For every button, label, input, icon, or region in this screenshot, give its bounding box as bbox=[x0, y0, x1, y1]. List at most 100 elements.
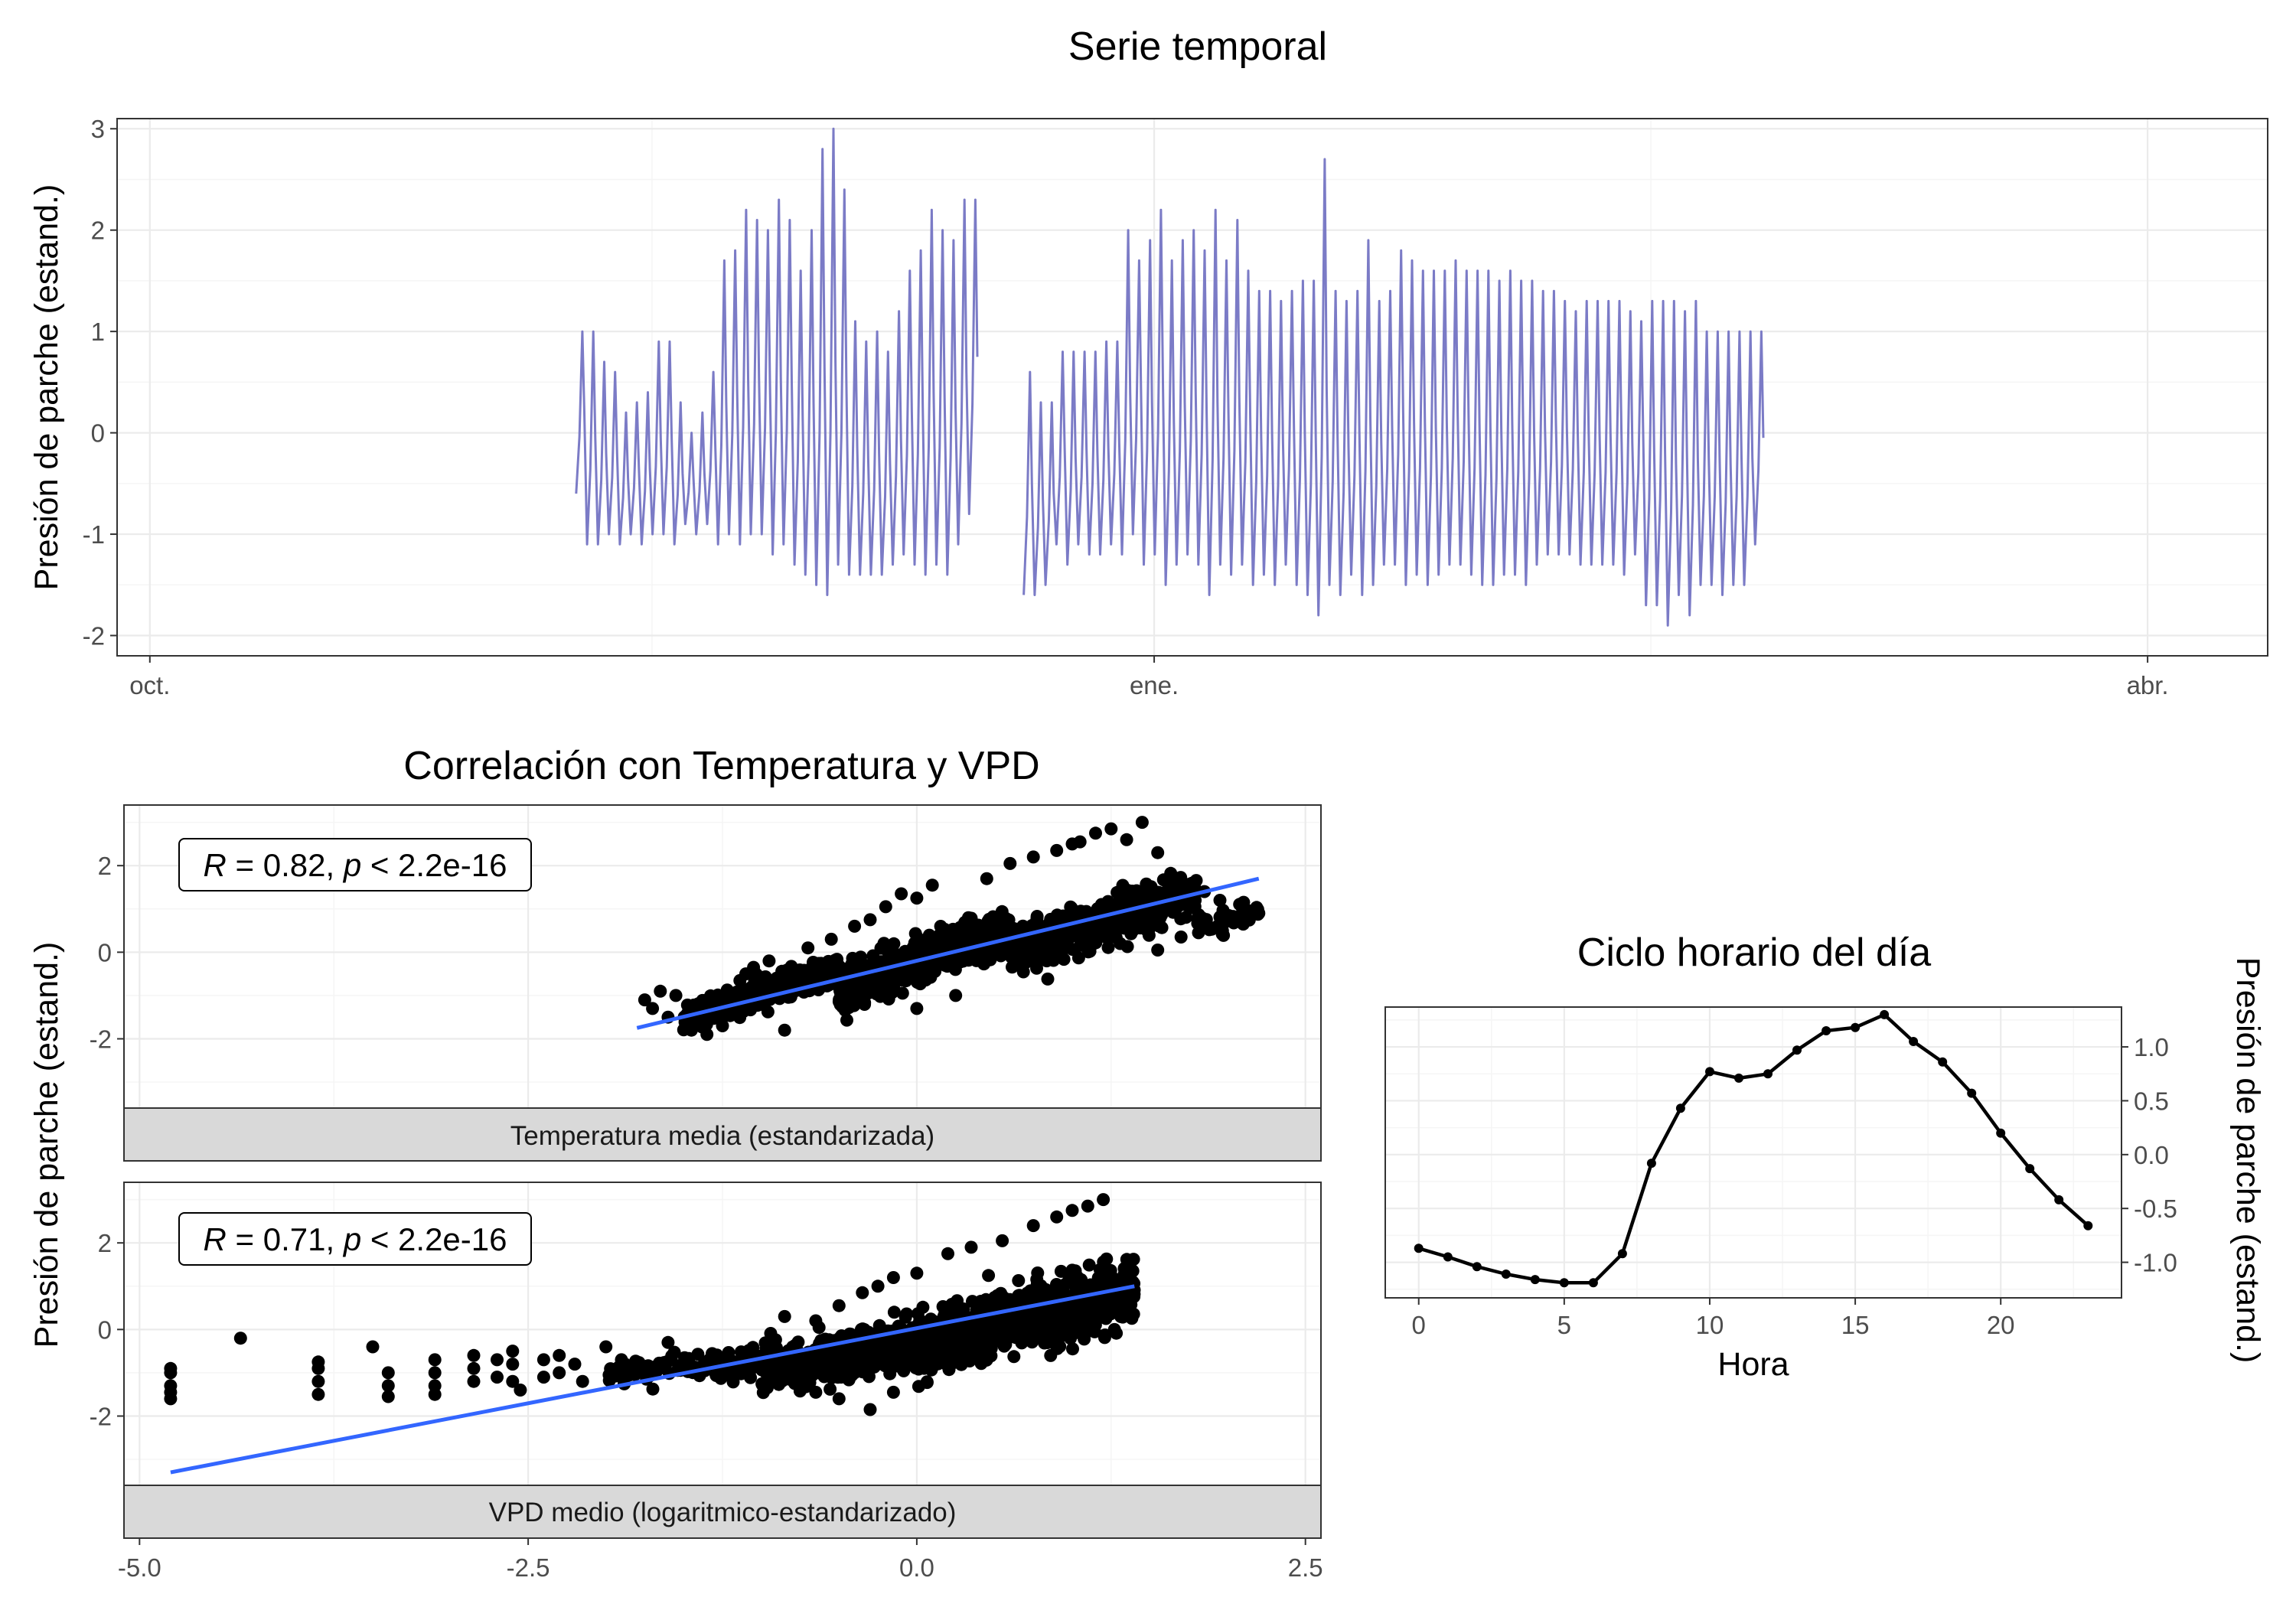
facet-temperature-annotation: R = 0.82, p < 2.2e-16 bbox=[178, 838, 532, 892]
scatter-point bbox=[912, 1362, 925, 1376]
hourly-point bbox=[1763, 1069, 1773, 1079]
scatter-point bbox=[1140, 877, 1153, 891]
facet-temperature-strip bbox=[123, 1107, 1322, 1162]
hourly-point bbox=[1851, 1022, 1861, 1032]
scatter-point bbox=[1192, 926, 1205, 940]
scatter-point bbox=[1151, 944, 1165, 957]
scatter-point bbox=[716, 1019, 729, 1032]
x-tick-label: ene. bbox=[1130, 671, 1179, 699]
scatter-point bbox=[858, 998, 872, 1011]
scatter-point bbox=[618, 1367, 632, 1380]
scatter-point bbox=[1156, 873, 1170, 887]
correlation-chart: Correlación con Temperatura y VPD R = 0.… bbox=[28, 744, 1323, 1582]
scatter-point bbox=[1089, 826, 1102, 840]
hourly-point bbox=[1588, 1278, 1598, 1288]
scatter-point bbox=[967, 931, 980, 945]
scatter-point bbox=[628, 1367, 642, 1381]
scatter-point bbox=[762, 954, 776, 968]
scatter-point bbox=[832, 1366, 846, 1379]
scatter-point bbox=[467, 1374, 481, 1388]
scatter-point bbox=[1133, 921, 1147, 935]
hourly-point bbox=[1559, 1278, 1569, 1288]
scatter-point bbox=[961, 953, 975, 967]
scatter-point bbox=[1044, 1348, 1058, 1362]
scatter-point bbox=[1073, 835, 1087, 849]
x-tick-label: 2.5 bbox=[1288, 1553, 1323, 1582]
scatter-point bbox=[1032, 931, 1045, 945]
scatter-point bbox=[1107, 915, 1120, 929]
hourly-point bbox=[1821, 1026, 1831, 1035]
scatter-point bbox=[1073, 1283, 1087, 1296]
scatter-point bbox=[1127, 1307, 1140, 1321]
scatter-point bbox=[467, 1348, 481, 1362]
hourly-point bbox=[1705, 1067, 1714, 1077]
scatter-point bbox=[809, 1314, 823, 1328]
scatter-point bbox=[985, 924, 998, 937]
scatter-point bbox=[1027, 941, 1041, 955]
hourly-cycle-x-axis-title: Hora bbox=[1717, 1346, 1789, 1383]
x-tick-label: 20 bbox=[1987, 1311, 2015, 1339]
scatter-point bbox=[973, 1352, 987, 1366]
scatter-point bbox=[1083, 944, 1097, 958]
scatter-point bbox=[840, 1013, 853, 1027]
scatter-point bbox=[1236, 918, 1250, 931]
y-tick-label: 3 bbox=[91, 115, 105, 143]
scatter-point bbox=[602, 1368, 616, 1382]
scatter-point bbox=[895, 986, 909, 1000]
scatter-point bbox=[954, 1358, 968, 1371]
hourly-point bbox=[1646, 1159, 1656, 1169]
scatter-point bbox=[1202, 923, 1216, 937]
scatter-point bbox=[871, 1279, 885, 1293]
x-tick-label: 5 bbox=[1557, 1311, 1571, 1339]
x-tick-label: -2.5 bbox=[507, 1553, 550, 1582]
hourly-point bbox=[1996, 1128, 2006, 1138]
scatter-point bbox=[938, 923, 951, 936]
facet-vpd: R = 0.71, p < 2.2e-16 -2 0 2 VPD medio (lo… bbox=[90, 1182, 1322, 1539]
scatter-point bbox=[919, 973, 933, 987]
scatter-point bbox=[968, 1317, 982, 1331]
y-tick-label: -2 bbox=[83, 622, 105, 650]
scatter-point bbox=[1114, 898, 1127, 911]
scatter-point bbox=[762, 1374, 775, 1387]
hourly-point bbox=[1734, 1073, 1743, 1083]
scatter-point bbox=[982, 1269, 996, 1283]
scatter-point bbox=[1179, 911, 1193, 924]
series-segment-2 bbox=[1022, 158, 1765, 627]
scatter-point bbox=[1082, 1258, 1096, 1272]
scatter-point bbox=[1065, 1204, 1079, 1217]
scatter-point bbox=[506, 1345, 520, 1358]
scatter-point bbox=[1091, 1271, 1105, 1285]
scatter-point bbox=[869, 1341, 882, 1355]
x-tick-label: oct. bbox=[129, 671, 170, 699]
scatter-point bbox=[886, 1385, 900, 1399]
scatter-point bbox=[890, 1346, 904, 1359]
scatter-point bbox=[1013, 1289, 1026, 1302]
scatter-point bbox=[682, 1353, 696, 1367]
scatter-point bbox=[1019, 1329, 1032, 1343]
hourly-point bbox=[1443, 1252, 1453, 1262]
scatter-point bbox=[1026, 850, 1040, 864]
time-series-title: Serie temporal bbox=[1068, 24, 1327, 69]
y-tick-label: -1.0 bbox=[2134, 1249, 2177, 1277]
scatter-point bbox=[848, 919, 862, 933]
hourly-cycle-title: Ciclo horario del día bbox=[1577, 931, 1932, 975]
scatter-point bbox=[599, 1340, 613, 1354]
facet-temperature-annotation-text: R = 0.82, p < 2.2e-16 bbox=[204, 847, 507, 883]
scatter-point bbox=[892, 1359, 905, 1373]
x-tick-label: 10 bbox=[1696, 1311, 1724, 1339]
correlation-title: Correlación con Temperatura y VPD bbox=[403, 744, 1039, 788]
scatter-point bbox=[996, 1234, 1009, 1247]
facet-temperature: R = 0.82, p < 2.2e-16 -2 0 2 Temperatura m… bbox=[90, 804, 1322, 1162]
hourly-point bbox=[1967, 1088, 1977, 1098]
scatter-point bbox=[949, 989, 963, 1002]
scatter-point bbox=[1120, 833, 1133, 846]
scatter-point bbox=[916, 1300, 930, 1314]
scatter-point bbox=[1097, 1331, 1111, 1345]
hourly-point bbox=[1909, 1037, 1919, 1046]
y-tick-label: -2 bbox=[90, 1025, 112, 1053]
scatter-point bbox=[1107, 1322, 1121, 1336]
scatter-point bbox=[164, 1366, 178, 1380]
time-series-chart: Serie temporal -2 -1 0 1 2 3 oct. ene. abr. Pres… bbox=[28, 24, 2268, 699]
scatter-point bbox=[889, 965, 902, 979]
scatter-point bbox=[1049, 927, 1063, 941]
